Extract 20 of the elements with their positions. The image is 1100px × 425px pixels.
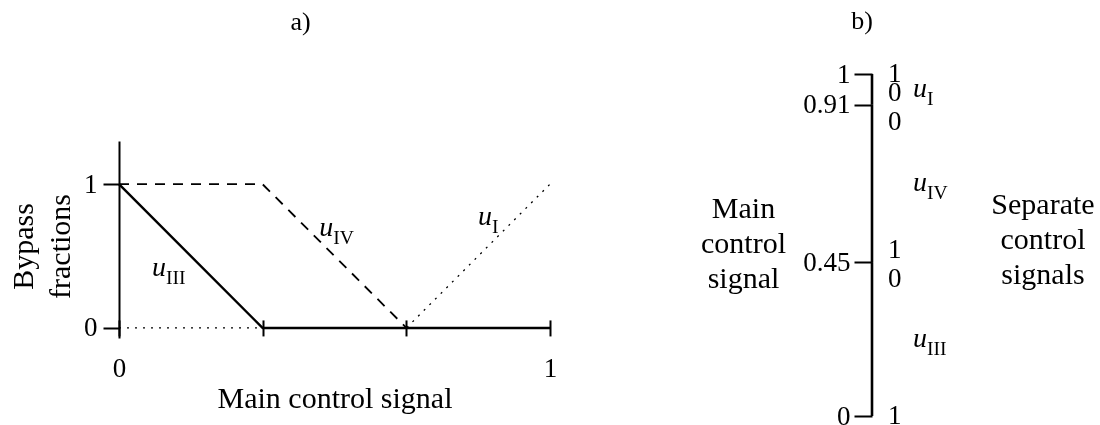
series-label: u$_{I}$ (477, 200, 499, 237)
series-label: u$_{III}$ (151, 251, 186, 288)
text: 0 (888, 263, 902, 294)
chart-title: b) (851, 6, 873, 35)
text: 0 (888, 105, 902, 136)
y-axis-title: Bypass fractions (5, 194, 76, 299)
y-tick-label: 0 (837, 400, 851, 425)
x-axis-title: Main control signal (217, 381, 453, 415)
y-tick-label: 1 (837, 58, 851, 89)
chart-title: a) (290, 7, 311, 36)
series-label: u$_{IV}$ (913, 166, 948, 204)
y2-axis-title: Separate control signals (991, 187, 1095, 290)
series-label: u$_{III}$ (913, 322, 947, 359)
y-axis-title: Main control signal (701, 190, 786, 294)
y-tick-label: 0.91 (803, 89, 851, 120)
y-tick-label: 0.45 (803, 246, 851, 277)
text: 1 (888, 234, 902, 265)
series-label: u$_{I}$ (913, 72, 934, 110)
series-label: u$_{IV}$ (319, 211, 354, 248)
text: 1 (888, 400, 902, 425)
